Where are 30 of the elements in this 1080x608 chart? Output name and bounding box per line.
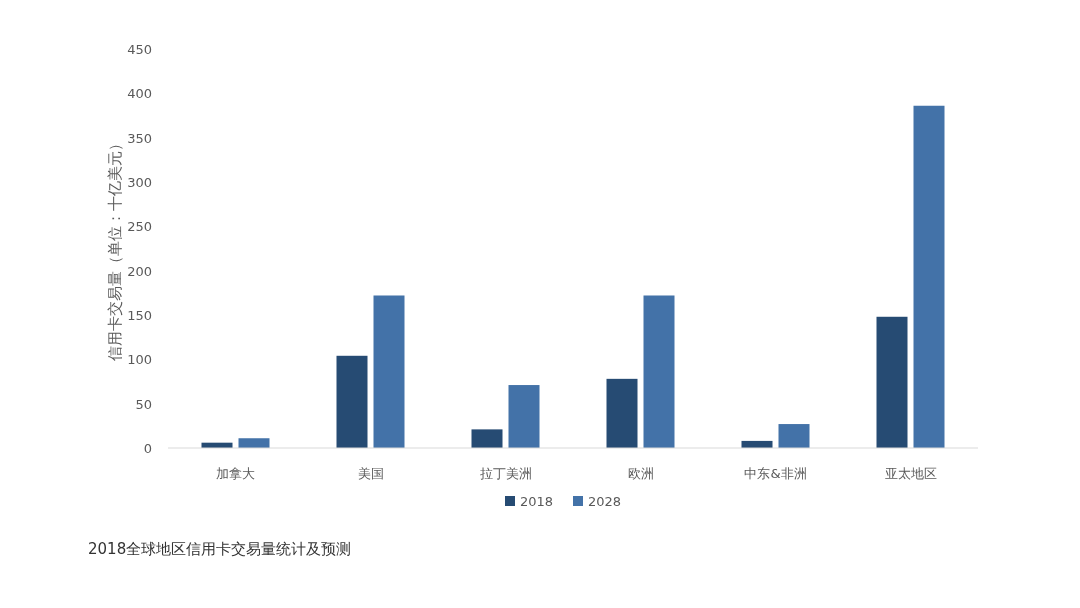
bar [913, 105, 945, 448]
legend-label: 2018 [520, 494, 554, 509]
y-tick-label: 400 [127, 86, 152, 102]
x-tick-label: 中东&非洲 [744, 466, 807, 481]
bar [606, 378, 638, 448]
bar [643, 295, 675, 448]
y-tick-label: 200 [127, 263, 152, 279]
x-tick-label: 欧洲 [627, 466, 654, 481]
bar [778, 424, 810, 448]
bar [336, 355, 368, 448]
x-tick-label: 亚太地区 [884, 466, 937, 481]
y-tick-label: 250 [127, 219, 152, 235]
legend-label: 2028 [588, 494, 622, 509]
y-tick-label: 0 [143, 441, 152, 456]
y-axis-title: 信用卡交易量（单位：十亿美元） [106, 136, 124, 361]
bar [876, 316, 908, 448]
bar [471, 429, 503, 448]
x-tick-label: 加拿大 [216, 466, 255, 481]
bar [238, 438, 270, 448]
bar [373, 295, 405, 448]
y-tick-label: 350 [127, 130, 152, 146]
y-tick-label: 450 [127, 42, 152, 57]
y-tick-label: 150 [127, 308, 152, 323]
text: 2018全球地区信用卡交易量统计及预测 [88, 540, 352, 558]
y-tick-label: 300 [127, 175, 152, 190]
y-tick-label: 50 [135, 396, 152, 412]
x-tick-label: 美国 [357, 466, 384, 481]
x-tick-label: 拉丁美洲 [479, 466, 532, 481]
y-tick-label: 100 [127, 352, 152, 368]
bar [508, 385, 540, 448]
